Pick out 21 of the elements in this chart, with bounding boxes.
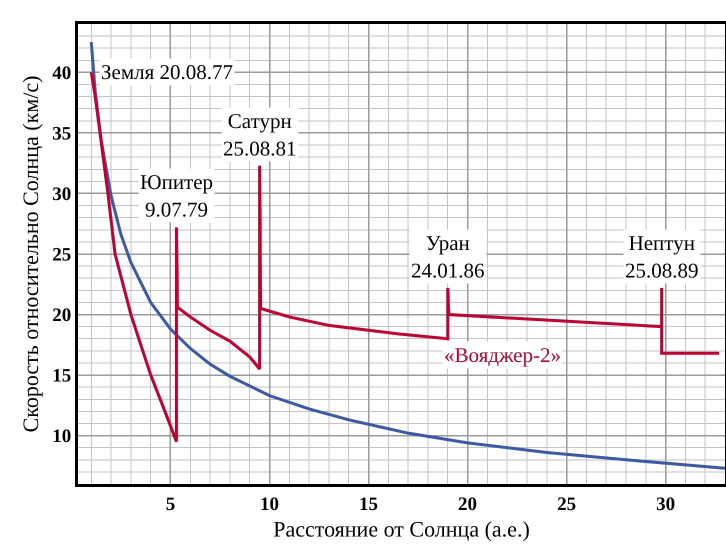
- y-tick-label: 40: [52, 63, 72, 84]
- annotation: Уран 24.01.86: [411, 231, 484, 282]
- y-tick-label: 15: [52, 366, 72, 387]
- annotation: Земля 20.08.77: [101, 60, 234, 84]
- x-tick-label: 30: [656, 494, 676, 515]
- x-axis-title: Расстояние от Солнца (а.е.): [273, 516, 530, 542]
- y-axis-title: Скорость относительно Солнца (км/с): [18, 76, 43, 432]
- y-tick-label: 25: [52, 244, 72, 266]
- y-tick-label: 10: [52, 426, 72, 448]
- annotation: Нептун 25.08.89: [625, 231, 698, 282]
- x-tick-label: 20: [458, 494, 478, 515]
- x-tick-label: 10: [260, 494, 280, 515]
- y-tick-label: 20: [52, 305, 72, 326]
- annotation: Сатурн 25.08.81: [223, 109, 296, 160]
- x-tick-label: 5: [166, 494, 176, 515]
- x-tick-label: 25: [557, 494, 576, 515]
- y-tick-label: 30: [52, 184, 72, 206]
- series-label: «Вояджер-2»: [444, 343, 561, 367]
- annotation: Юпитер 9.07.79: [140, 170, 214, 222]
- y-tick-label: 35: [52, 124, 72, 145]
- x-tick-label: 15: [359, 494, 378, 515]
